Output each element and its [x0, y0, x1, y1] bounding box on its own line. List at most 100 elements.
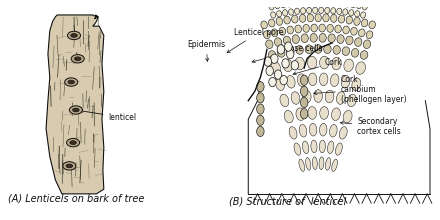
Ellipse shape: [71, 34, 77, 37]
Text: (B) Structure of  lenticel: (B) Structure of lenticel: [229, 196, 346, 206]
Ellipse shape: [67, 31, 81, 40]
Ellipse shape: [337, 35, 344, 44]
Ellipse shape: [310, 33, 317, 42]
Ellipse shape: [335, 25, 341, 33]
Ellipse shape: [287, 26, 293, 34]
Ellipse shape: [361, 12, 366, 18]
Ellipse shape: [257, 82, 264, 92]
Ellipse shape: [311, 24, 317, 32]
Ellipse shape: [309, 123, 317, 136]
Text: Lenticel pore: Lenticel pore: [227, 28, 284, 53]
Ellipse shape: [269, 77, 276, 87]
Ellipse shape: [306, 158, 311, 170]
Ellipse shape: [257, 93, 264, 103]
Ellipse shape: [349, 10, 354, 16]
Ellipse shape: [339, 0, 344, 6]
Ellipse shape: [369, 21, 375, 29]
Ellipse shape: [271, 12, 276, 18]
Ellipse shape: [70, 141, 77, 145]
Ellipse shape: [68, 80, 74, 84]
Ellipse shape: [264, 31, 270, 39]
Ellipse shape: [359, 29, 365, 37]
Ellipse shape: [289, 127, 297, 139]
Ellipse shape: [280, 94, 289, 107]
Ellipse shape: [301, 97, 308, 108]
Ellipse shape: [319, 73, 328, 86]
Ellipse shape: [286, 47, 294, 55]
Ellipse shape: [310, 0, 315, 5]
Ellipse shape: [352, 78, 361, 90]
Ellipse shape: [341, 75, 350, 88]
Text: (A) Lenticels on bark of tree: (A) Lenticels on bark of tree: [7, 193, 144, 203]
Ellipse shape: [319, 56, 329, 69]
Ellipse shape: [366, 31, 373, 39]
Ellipse shape: [355, 38, 362, 46]
Ellipse shape: [356, 62, 366, 74]
Ellipse shape: [299, 125, 307, 137]
Ellipse shape: [284, 16, 290, 24]
Ellipse shape: [351, 27, 357, 35]
Ellipse shape: [326, 158, 331, 170]
Ellipse shape: [343, 110, 352, 123]
Text: Secondary
cortex cells: Secondary cortex cells: [340, 117, 401, 136]
Ellipse shape: [286, 1, 291, 7]
Ellipse shape: [301, 109, 308, 119]
Ellipse shape: [298, 0, 303, 6]
Ellipse shape: [280, 75, 287, 85]
Ellipse shape: [70, 106, 82, 114]
Ellipse shape: [316, 0, 321, 5]
Ellipse shape: [355, 11, 360, 17]
Ellipse shape: [278, 49, 285, 57]
Ellipse shape: [257, 126, 264, 137]
Ellipse shape: [345, 1, 350, 7]
Ellipse shape: [295, 25, 301, 33]
Ellipse shape: [271, 29, 278, 37]
Ellipse shape: [357, 2, 362, 9]
Ellipse shape: [257, 115, 264, 125]
Ellipse shape: [319, 7, 324, 13]
Ellipse shape: [266, 66, 273, 75]
Ellipse shape: [261, 21, 268, 29]
Ellipse shape: [319, 123, 327, 136]
Ellipse shape: [354, 17, 360, 25]
Ellipse shape: [332, 159, 337, 171]
Ellipse shape: [275, 70, 282, 79]
Ellipse shape: [286, 50, 294, 59]
Ellipse shape: [299, 159, 304, 171]
Ellipse shape: [322, 0, 326, 5]
Ellipse shape: [284, 110, 293, 123]
Ellipse shape: [363, 4, 367, 10]
Ellipse shape: [66, 164, 73, 168]
Ellipse shape: [276, 17, 282, 25]
Ellipse shape: [71, 55, 84, 63]
Ellipse shape: [307, 56, 317, 69]
Ellipse shape: [312, 157, 317, 170]
Ellipse shape: [320, 107, 329, 119]
Ellipse shape: [277, 45, 285, 54]
Ellipse shape: [330, 14, 337, 22]
Ellipse shape: [327, 0, 332, 5]
Ellipse shape: [325, 90, 334, 103]
Ellipse shape: [66, 138, 80, 147]
Ellipse shape: [328, 34, 335, 43]
Text: lenticel: lenticel: [80, 110, 136, 122]
Ellipse shape: [268, 19, 275, 27]
Ellipse shape: [277, 11, 282, 17]
Ellipse shape: [305, 45, 312, 53]
Ellipse shape: [346, 16, 352, 24]
Ellipse shape: [314, 90, 323, 102]
Ellipse shape: [268, 51, 276, 59]
Ellipse shape: [351, 49, 359, 57]
Ellipse shape: [342, 47, 350, 55]
Ellipse shape: [275, 78, 285, 90]
Ellipse shape: [330, 125, 337, 137]
Text: Cork
cambium
(phellogen layer): Cork cambium (phellogen layer): [314, 75, 407, 104]
Ellipse shape: [73, 108, 79, 112]
Ellipse shape: [63, 162, 76, 170]
Ellipse shape: [285, 42, 292, 51]
Ellipse shape: [297, 74, 306, 86]
Ellipse shape: [315, 45, 322, 53]
Ellipse shape: [333, 46, 341, 54]
Ellipse shape: [301, 75, 308, 85]
Ellipse shape: [257, 104, 264, 114]
